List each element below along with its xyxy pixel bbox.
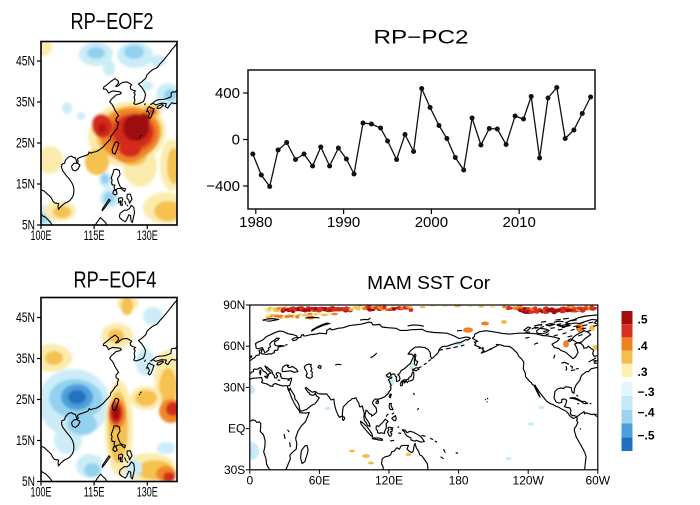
svg-text:60W: 60W [585, 474, 610, 488]
svg-text:.4: .4 [638, 339, 648, 353]
svg-text:15N: 15N [16, 177, 35, 192]
svg-text:35N: 35N [16, 351, 35, 366]
svg-text:RP−EOF2: RP−EOF2 [71, 8, 154, 34]
svg-text:120E: 120E [375, 474, 403, 488]
svg-text:RP−EOF4: RP−EOF4 [74, 267, 157, 293]
svg-text:5N: 5N [22, 218, 35, 233]
svg-text:RP−PC2: RP−PC2 [374, 28, 469, 49]
svg-text:1990: 1990 [327, 214, 360, 231]
svg-text:.5: .5 [638, 313, 648, 327]
svg-text:2000: 2000 [415, 214, 448, 231]
svg-text:25N: 25N [16, 136, 35, 151]
svg-text:130E: 130E [137, 485, 158, 500]
svg-text:120W: 120W [513, 474, 545, 488]
svg-text:115E: 115E [84, 485, 105, 500]
svg-text:115E: 115E [84, 228, 105, 243]
svg-text:−400: −400 [206, 178, 240, 195]
svg-text:0: 0 [232, 132, 240, 149]
svg-text:EQ: EQ [228, 422, 245, 436]
svg-text:100E: 100E [31, 485, 52, 500]
svg-text:−.3: −.3 [638, 385, 655, 399]
svg-text:MAM SST Cor: MAM SST Cor [367, 272, 490, 293]
svg-text:30N: 30N [223, 380, 245, 394]
svg-text:1980: 1980 [239, 214, 272, 231]
svg-text:−.5: −.5 [638, 429, 655, 443]
svg-text:100E: 100E [31, 228, 52, 243]
svg-text:15N: 15N [16, 433, 35, 448]
svg-text:.3: .3 [638, 365, 648, 379]
svg-text:0: 0 [246, 474, 253, 488]
svg-text:180: 180 [449, 474, 469, 488]
svg-text:60N: 60N [223, 339, 245, 353]
svg-text:30S: 30S [224, 463, 245, 477]
svg-text:25N: 25N [16, 392, 35, 407]
svg-text:35N: 35N [16, 95, 35, 110]
svg-text:130E: 130E [137, 228, 158, 243]
svg-text:45N: 45N [16, 310, 35, 325]
svg-text:90N: 90N [223, 298, 245, 312]
svg-text:45N: 45N [16, 54, 35, 69]
svg-text:5N: 5N [22, 474, 35, 489]
svg-text:60E: 60E [309, 474, 330, 488]
svg-text:400: 400 [215, 85, 240, 102]
svg-text:−.4: −.4 [638, 406, 655, 420]
svg-text:2010: 2010 [503, 214, 536, 231]
